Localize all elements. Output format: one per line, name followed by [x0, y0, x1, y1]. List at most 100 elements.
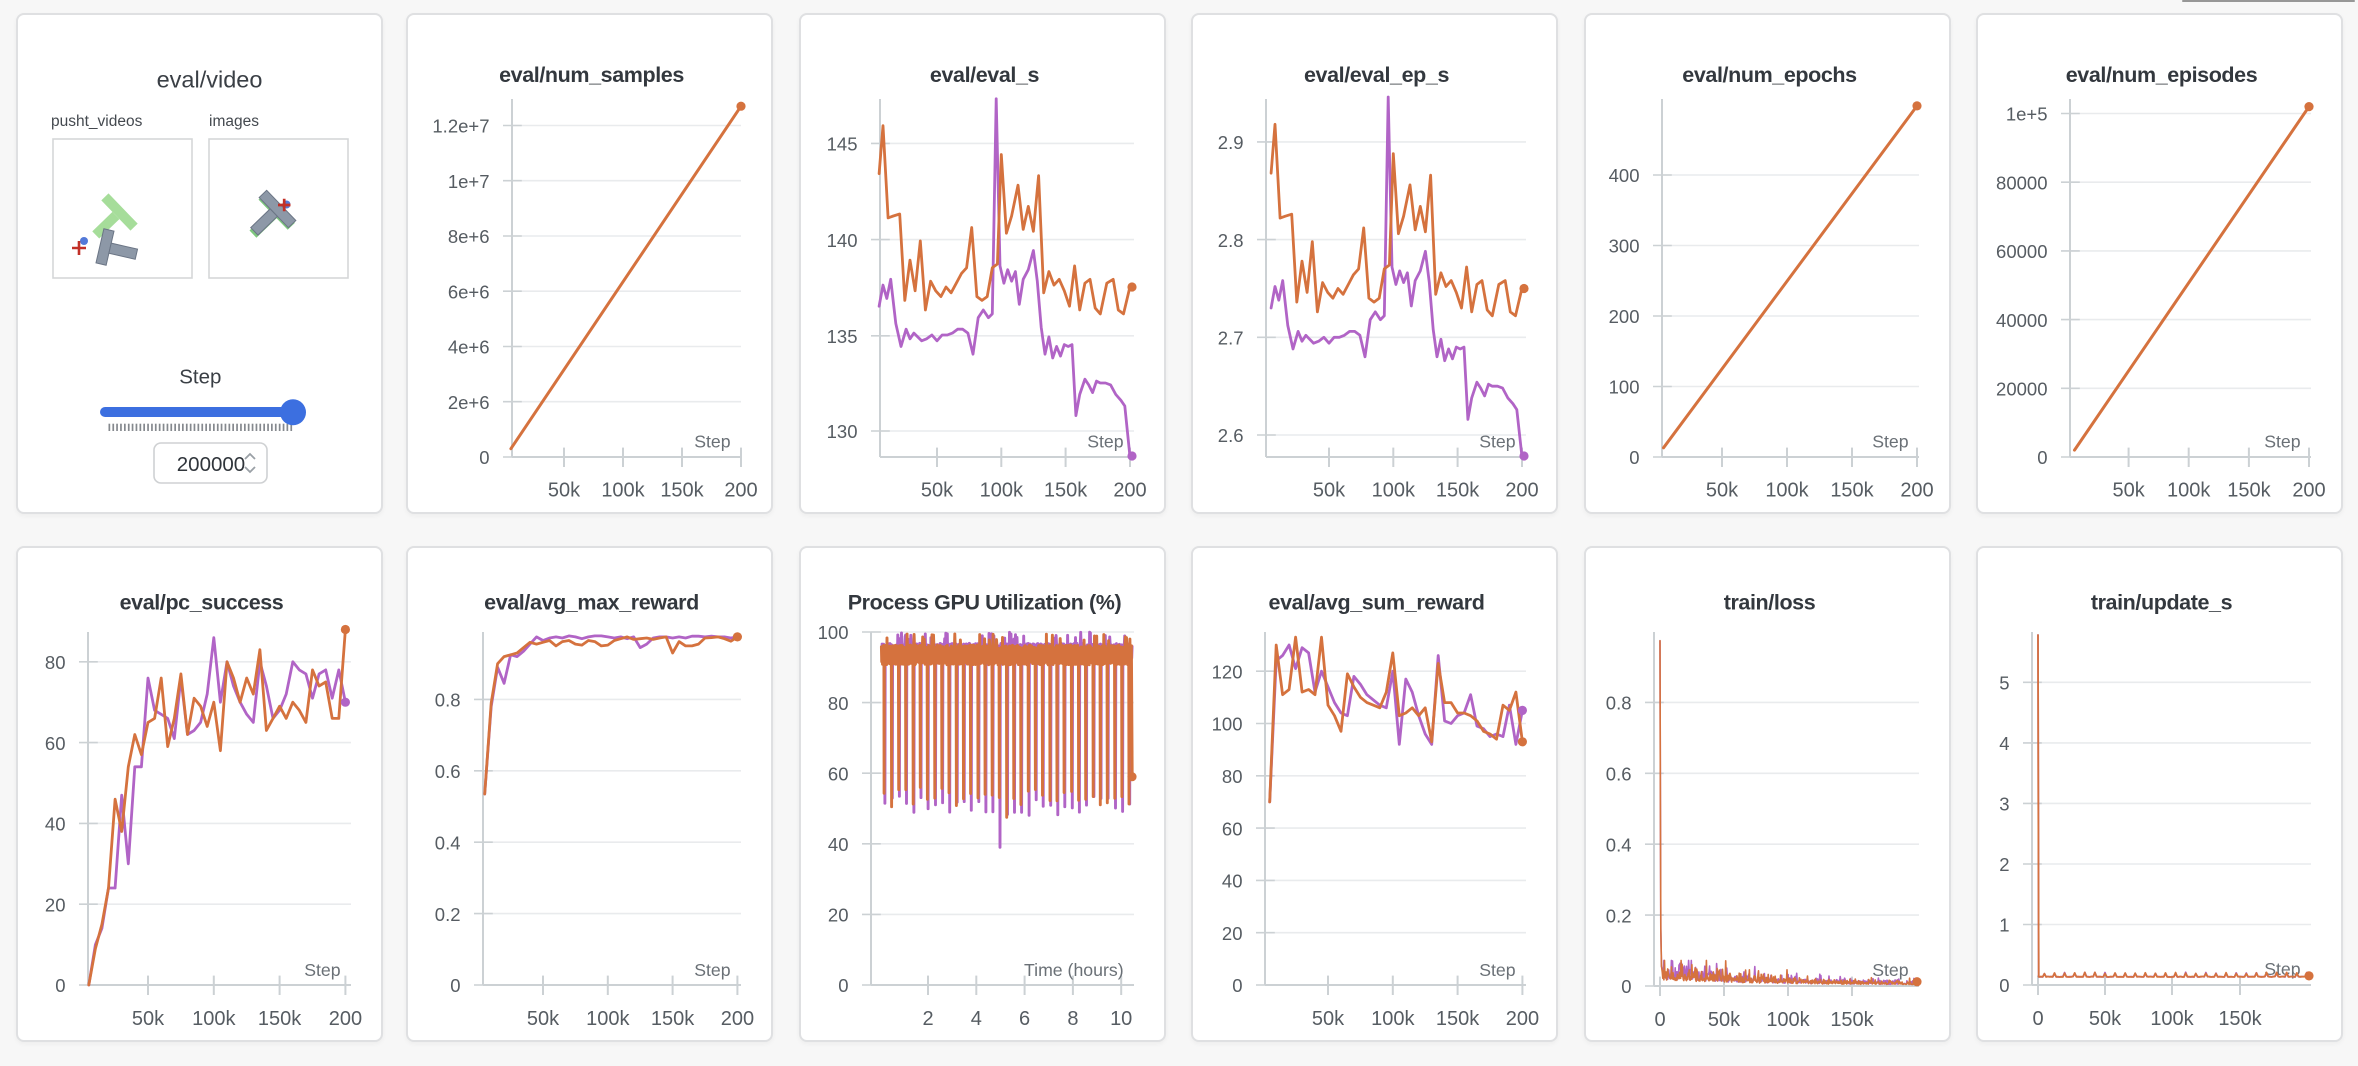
svg-text:100k: 100k — [586, 1008, 630, 1030]
svg-text:200: 200 — [1900, 480, 1933, 502]
svg-text:100k: 100k — [601, 480, 645, 502]
svg-text:150k: 150k — [1044, 480, 1088, 502]
svg-text:4: 4 — [1999, 733, 2009, 754]
svg-text:0: 0 — [2037, 447, 2047, 468]
svg-text:120: 120 — [1212, 661, 1243, 682]
svg-text:150k: 150k — [2218, 1008, 2262, 1030]
svg-text:8: 8 — [1067, 1008, 1078, 1030]
svg-text:2: 2 — [1999, 854, 2009, 875]
svg-text:145: 145 — [827, 134, 858, 155]
svg-text:eval/avg_sum_reward: eval/avg_sum_reward — [1269, 591, 1485, 615]
svg-text:eval/num_epochs: eval/num_epochs — [1682, 63, 1857, 87]
svg-text:Step: Step — [694, 960, 731, 980]
svg-text:0: 0 — [1621, 976, 1631, 997]
svg-text:eval/num_episodes: eval/num_episodes — [2066, 63, 2258, 87]
svg-text:Step: Step — [1872, 960, 1909, 980]
svg-text:200: 200 — [1113, 480, 1146, 502]
svg-text:150k: 150k — [660, 480, 704, 502]
svg-text:40: 40 — [45, 814, 66, 835]
svg-text:Step: Step — [2264, 959, 2301, 979]
svg-text:1e+7: 1e+7 — [448, 171, 490, 192]
svg-text:200000: 200000 — [177, 453, 245, 476]
svg-text:50k: 50k — [548, 480, 581, 502]
svg-text:80000: 80000 — [1996, 172, 2047, 193]
svg-text:50k: 50k — [1706, 480, 1739, 502]
svg-text:0.6: 0.6 — [1606, 764, 1632, 785]
svg-text:100k: 100k — [1766, 1009, 1810, 1031]
svg-text:train/update_s: train/update_s — [2091, 591, 2233, 615]
svg-text:0: 0 — [1654, 1009, 1665, 1031]
svg-text:3: 3 — [1999, 794, 2009, 815]
svg-text:100k: 100k — [1372, 480, 1416, 502]
svg-text:0.2: 0.2 — [1606, 905, 1632, 926]
svg-text:0: 0 — [55, 975, 65, 996]
svg-text:0: 0 — [2032, 1008, 2043, 1030]
svg-text:Step: Step — [694, 432, 731, 452]
svg-text:pusht_videos: pusht_videos — [51, 113, 143, 130]
svg-text:150k: 150k — [258, 1008, 302, 1030]
svg-text:100: 100 — [1212, 714, 1243, 735]
svg-text:100: 100 — [1609, 377, 1640, 398]
svg-text:0: 0 — [1999, 975, 2009, 996]
svg-text:Process GPU Utilization (%): Process GPU Utilization (%) — [848, 591, 1122, 615]
svg-text:eval/video: eval/video — [157, 66, 263, 92]
svg-text:60000: 60000 — [1996, 241, 2047, 262]
svg-text:150k: 150k — [1830, 1009, 1874, 1031]
svg-text:0.2: 0.2 — [435, 904, 461, 925]
svg-text:5: 5 — [1999, 673, 2009, 694]
svg-text:40000: 40000 — [1996, 310, 2047, 331]
svg-text:130: 130 — [827, 421, 858, 442]
svg-text:eval/num_samples: eval/num_samples — [499, 63, 684, 87]
svg-text:50k: 50k — [527, 1008, 560, 1030]
svg-text:20: 20 — [1222, 923, 1243, 944]
svg-text:200: 200 — [2292, 480, 2325, 502]
svg-text:eval/pc_success: eval/pc_success — [120, 591, 284, 615]
svg-text:20000: 20000 — [1996, 379, 2047, 400]
svg-text:100: 100 — [818, 622, 849, 643]
svg-text:0: 0 — [479, 447, 489, 468]
svg-text:2: 2 — [922, 1008, 933, 1030]
svg-text:300: 300 — [1609, 236, 1640, 257]
svg-text:0.8: 0.8 — [435, 690, 461, 711]
svg-text:4: 4 — [971, 1008, 982, 1030]
svg-text:1.2e+7: 1.2e+7 — [432, 116, 489, 137]
svg-text:135: 135 — [827, 326, 858, 347]
svg-text:Time (hours): Time (hours) — [1024, 960, 1124, 980]
svg-text:50k: 50k — [2112, 480, 2145, 502]
svg-text:400: 400 — [1609, 165, 1640, 186]
svg-text:1: 1 — [1999, 915, 2009, 936]
svg-text:2.8: 2.8 — [1218, 230, 1244, 251]
svg-text:100k: 100k — [2150, 1008, 2194, 1030]
svg-text:2e+6: 2e+6 — [448, 392, 490, 413]
svg-text:200: 200 — [1505, 480, 1538, 502]
svg-text:50k: 50k — [1312, 1008, 1345, 1030]
svg-text:20: 20 — [828, 905, 849, 926]
svg-text:0.4: 0.4 — [435, 832, 461, 853]
svg-text:Step: Step — [1872, 432, 1909, 452]
svg-text:8e+6: 8e+6 — [448, 226, 490, 247]
svg-text:100k: 100k — [980, 480, 1024, 502]
svg-text:200: 200 — [329, 1008, 362, 1030]
svg-text:60: 60 — [828, 763, 849, 784]
svg-text:Step: Step — [179, 365, 221, 388]
svg-text:100k: 100k — [192, 1008, 236, 1030]
svg-text:20: 20 — [45, 894, 66, 915]
svg-text:200: 200 — [1506, 1008, 1539, 1030]
svg-text:0: 0 — [838, 975, 848, 996]
svg-text:50k: 50k — [1708, 1009, 1741, 1031]
svg-text:0: 0 — [450, 975, 460, 996]
svg-text:0.6: 0.6 — [435, 761, 461, 782]
svg-text:0: 0 — [1232, 975, 1242, 996]
svg-text:150k: 150k — [1830, 480, 1874, 502]
svg-text:Step: Step — [1087, 432, 1124, 452]
svg-text:100k: 100k — [1765, 480, 1809, 502]
svg-text:150k: 150k — [1436, 1008, 1480, 1030]
svg-text:200: 200 — [721, 1008, 754, 1030]
svg-text:60: 60 — [1222, 818, 1243, 839]
svg-text:2.7: 2.7 — [1218, 328, 1244, 349]
svg-text:6: 6 — [1019, 1008, 1030, 1030]
svg-text:200: 200 — [1609, 306, 1640, 327]
svg-text:50k: 50k — [921, 480, 954, 502]
svg-text:150k: 150k — [651, 1008, 695, 1030]
svg-text:train/loss: train/loss — [1724, 591, 1816, 615]
